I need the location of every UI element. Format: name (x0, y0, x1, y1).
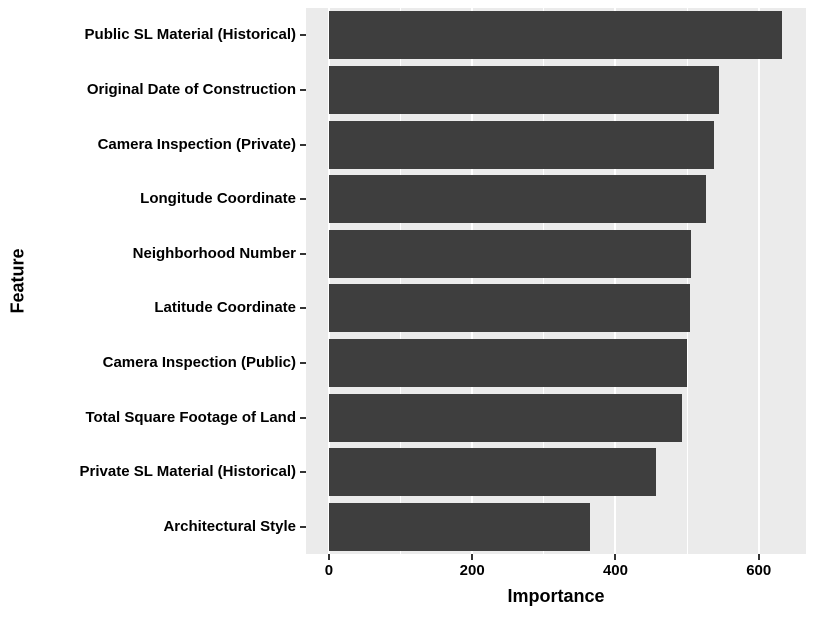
bar (328, 284, 690, 333)
bar (328, 11, 782, 60)
bar (328, 448, 657, 497)
bar (328, 229, 691, 278)
category-label: Architectural Style (163, 517, 296, 535)
major-gridline (327, 8, 330, 554)
plot-panel (306, 8, 806, 554)
category-label: Latitude Coordinate (154, 299, 296, 317)
x-tick-label: 400 (602, 562, 628, 579)
bar (328, 175, 707, 224)
minor-gridline (400, 8, 402, 554)
bar (328, 393, 683, 442)
x-tick-label: 200 (459, 562, 485, 579)
y-tick-mark (300, 307, 306, 310)
y-tick-mark (300, 525, 306, 528)
major-gridline (471, 8, 474, 554)
x-tick-label: 600 (746, 562, 772, 579)
category-label: Neighborhood Number (132, 244, 296, 262)
y-tick-mark (300, 361, 306, 364)
minor-gridline (686, 8, 688, 554)
category-label: Camera Inspection (Public) (102, 353, 296, 371)
y-tick-mark (300, 252, 306, 255)
bar (328, 120, 714, 169)
category-label: Camera Inspection (Private) (97, 135, 296, 153)
bar (328, 338, 688, 387)
category-label: Total Square Footage of Land (85, 408, 296, 426)
major-gridline (757, 8, 760, 554)
category-label: Original Date of Construction (86, 80, 296, 98)
y-tick-mark (300, 198, 306, 201)
major-gridline (614, 8, 617, 554)
y-tick-mark (300, 143, 306, 146)
x-axis-title: Importance (507, 586, 605, 606)
y-tick-mark (300, 471, 306, 474)
x-tick-mark (614, 554, 617, 560)
category-label: Private SL Material (Historical) (79, 463, 296, 481)
y-axis-title: Feature (7, 248, 28, 314)
category-label: Public SL Material (Historical) (84, 26, 296, 44)
y-tick-mark (300, 34, 306, 37)
y-tick-mark (300, 416, 306, 419)
bar (328, 65, 720, 114)
x-tick-mark (471, 554, 474, 560)
minor-gridline (543, 8, 545, 554)
category-label: Longitude Coordinate (140, 190, 296, 208)
x-tick-mark (757, 554, 760, 560)
x-tick-mark (327, 554, 330, 560)
x-tick-label: 0 (324, 562, 334, 579)
y-tick-mark (300, 88, 306, 91)
bar (328, 502, 591, 551)
